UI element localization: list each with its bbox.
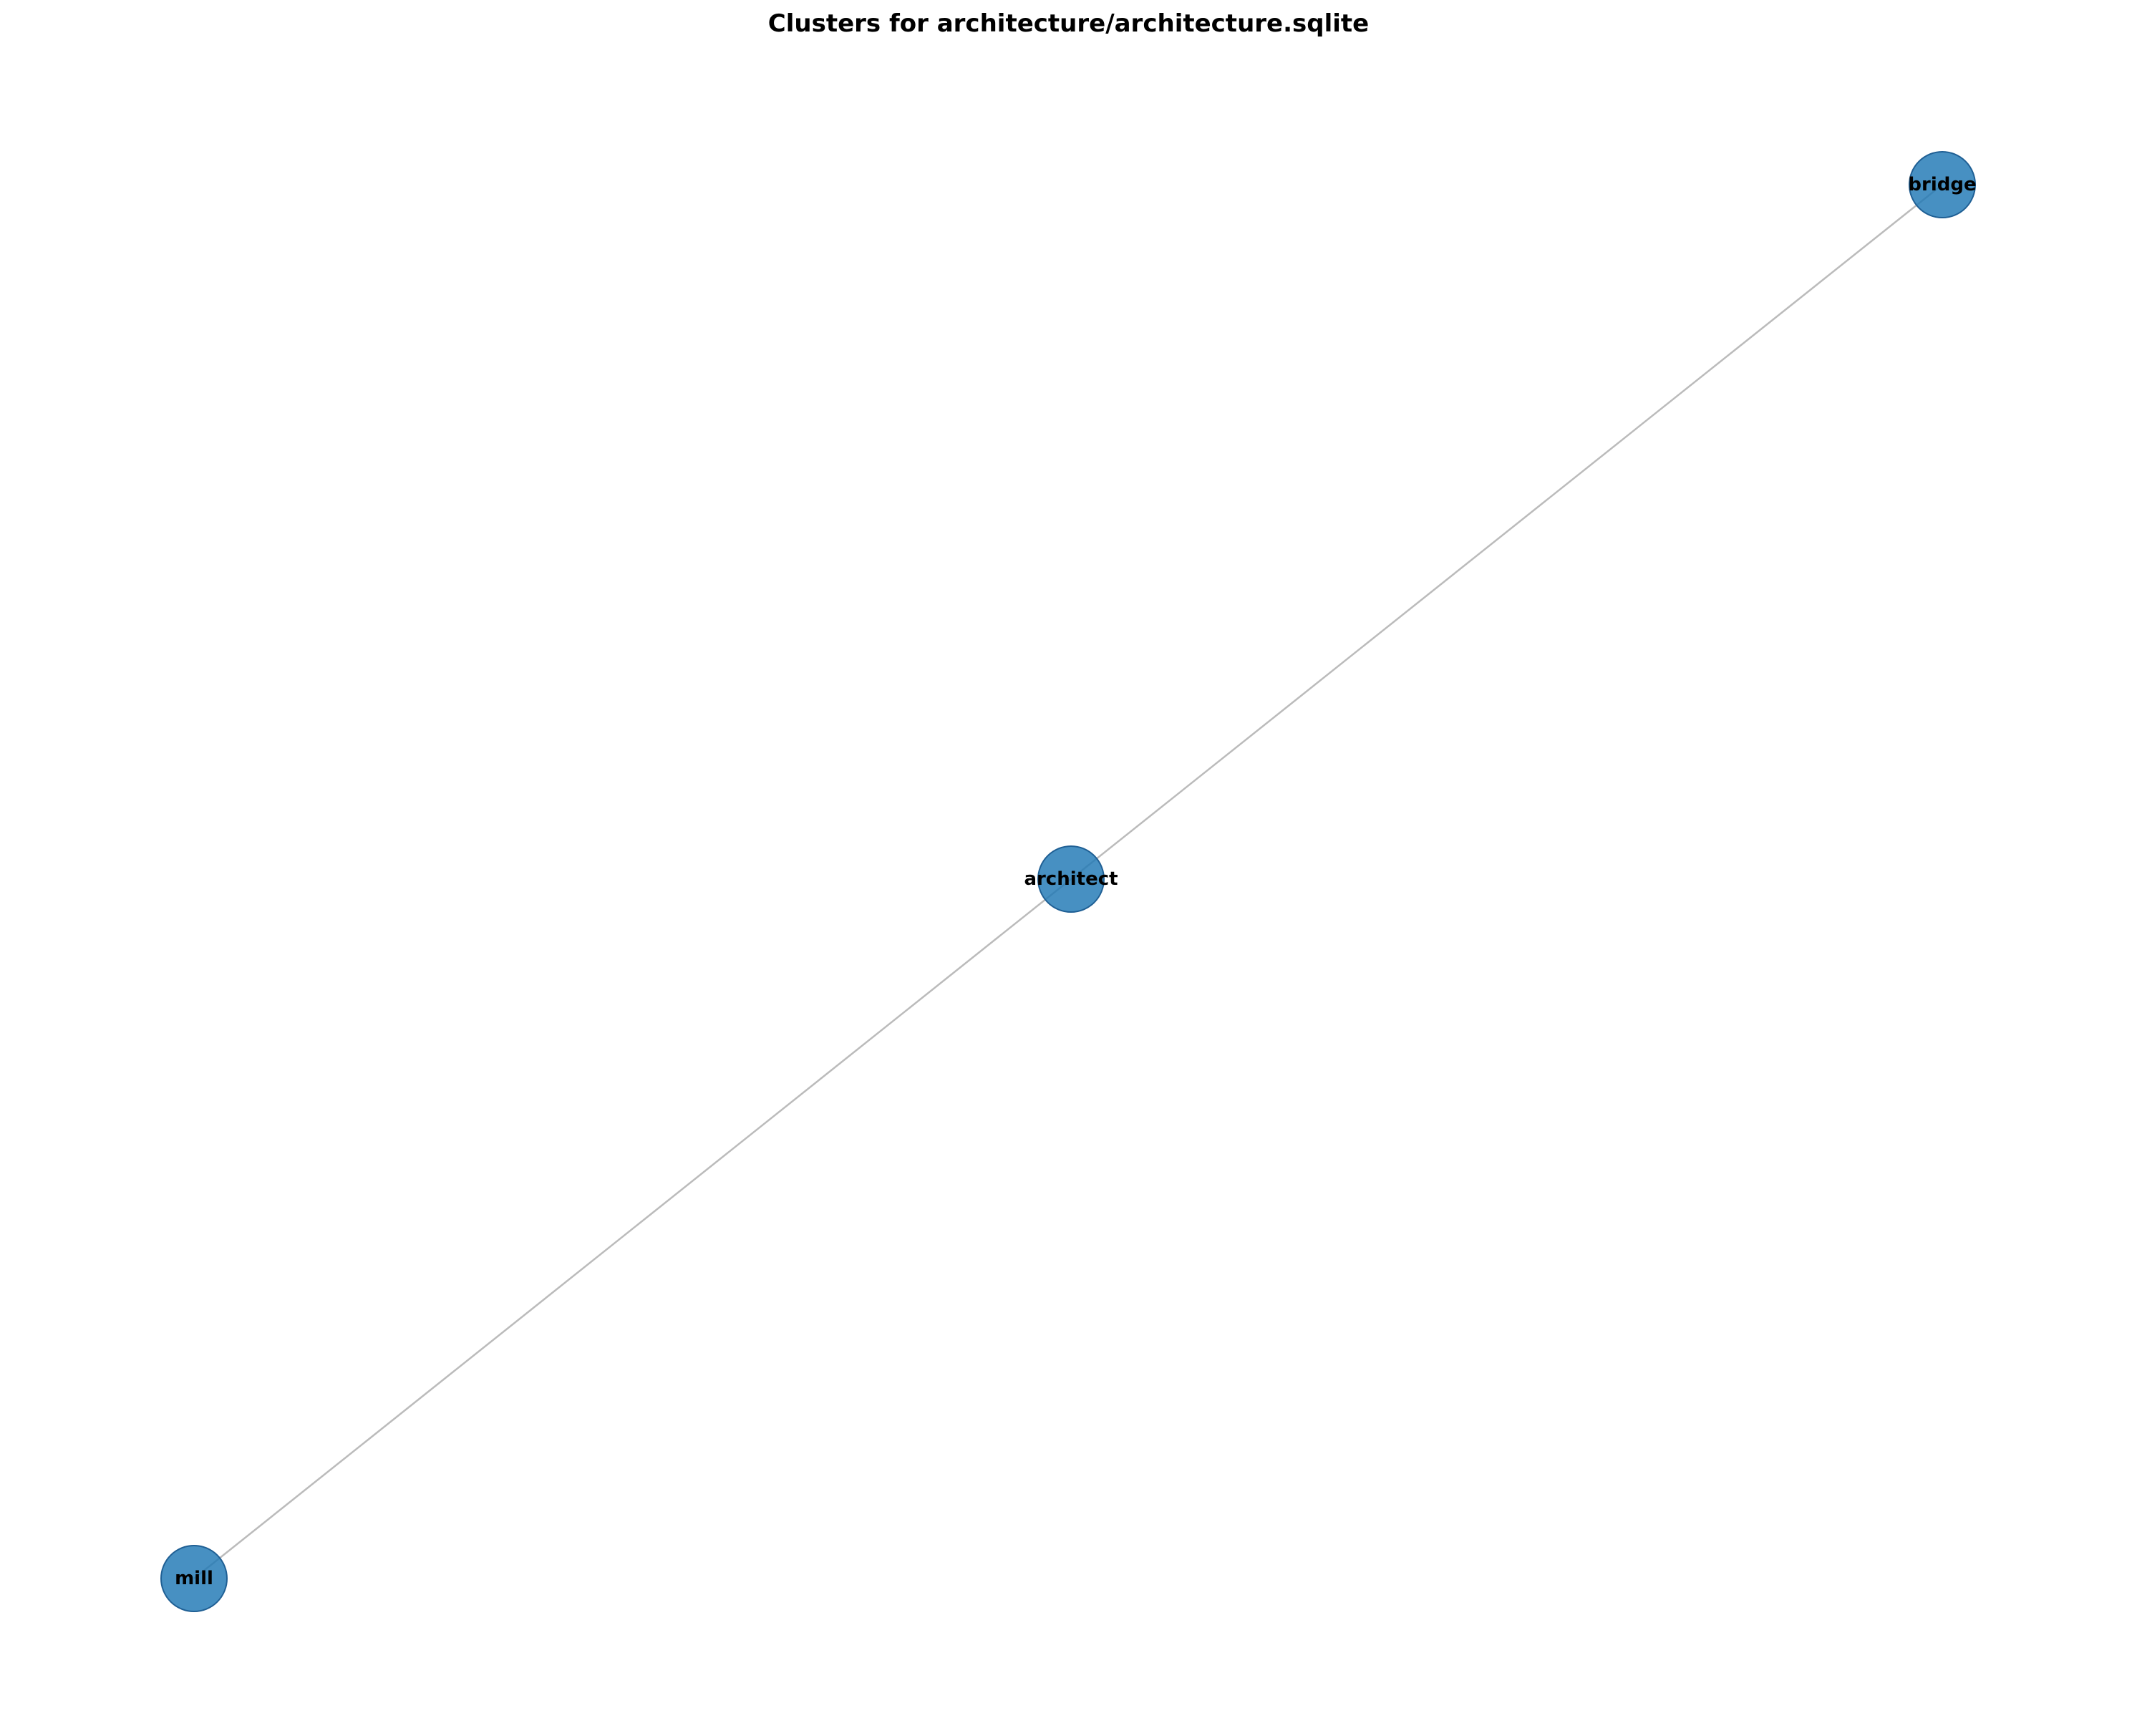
node-label-architect: architect: [1024, 868, 1118, 890]
node-circle-bridge: [1909, 151, 1976, 218]
figure-title: Clusters for architecture/architecture.s…: [767, 9, 1370, 38]
node-label-mill: mill: [175, 1568, 213, 1589]
node-circle-architect: [1037, 845, 1105, 913]
edges-layer: [193, 184, 1943, 1579]
node-architect: architect: [1024, 845, 1118, 913]
edge-architect-bridge: [1070, 184, 1943, 880]
node-bridge: bridge: [1908, 151, 1977, 218]
node-circle-mill: [160, 1545, 228, 1612]
node-label-bridge: bridge: [1908, 174, 1976, 195]
edge-architect-mill: [193, 878, 1072, 1579]
node-mill: mill: [160, 1545, 228, 1612]
nodes-layer: bridge architect mill: [160, 151, 1977, 1612]
